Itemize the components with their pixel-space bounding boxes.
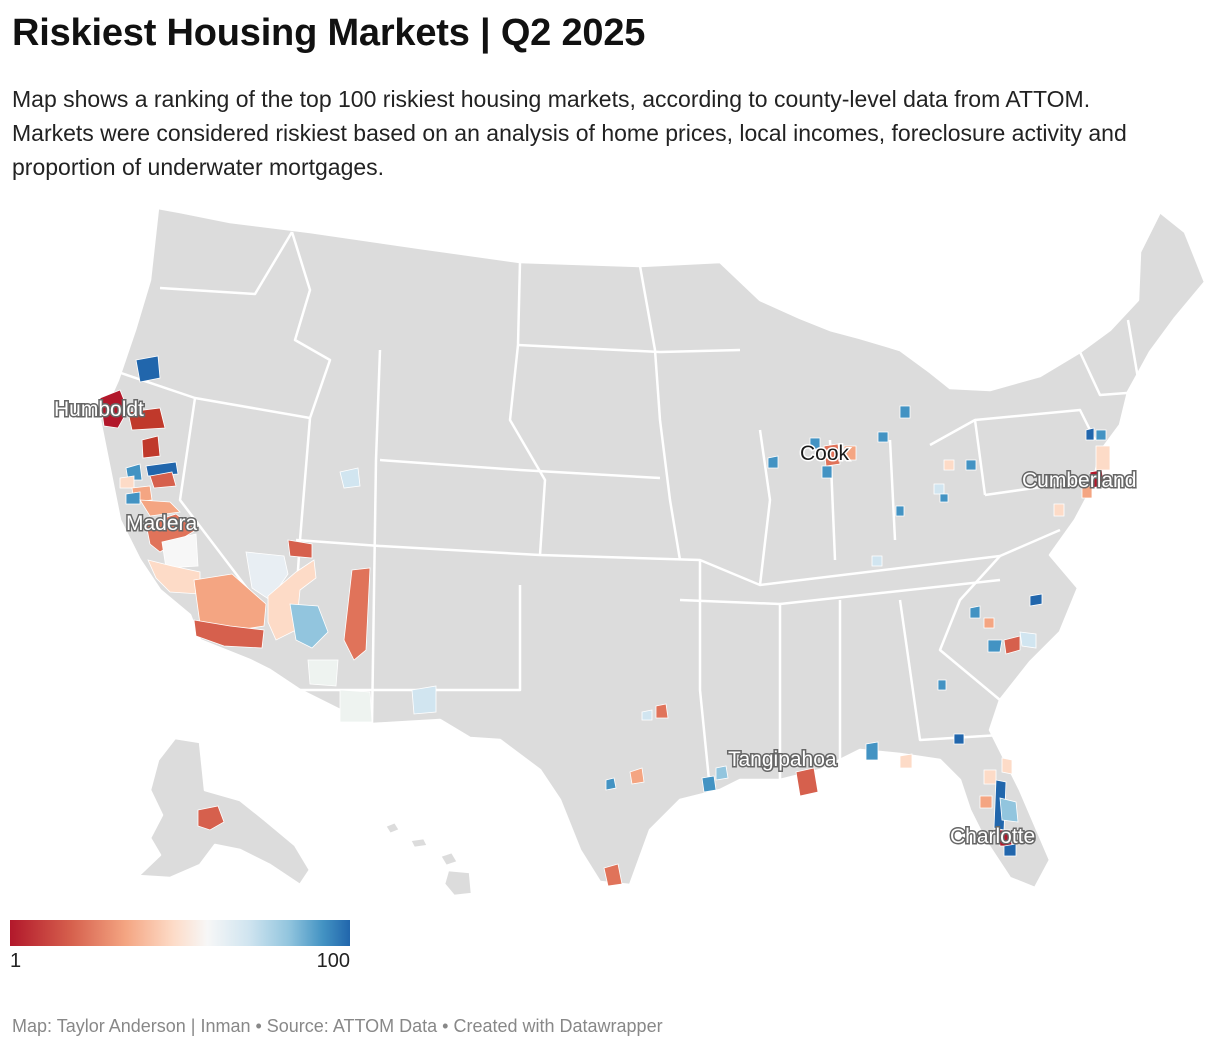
- county-napa: [119, 475, 135, 489]
- county-tx-3: [629, 767, 645, 785]
- legend-gradient: [10, 920, 350, 946]
- label-humboldt: Humboldt: [54, 398, 144, 421]
- hawaii-3: [438, 850, 460, 868]
- county-cook: [823, 443, 841, 467]
- county-eldorado: [149, 471, 177, 489]
- county-mi-1: [899, 405, 911, 419]
- county-tx-4: [605, 777, 617, 791]
- county-fl-3: [999, 797, 1019, 823]
- county-tx-5: [603, 863, 623, 887]
- county-ga-1: [953, 733, 965, 745]
- county-fl-5: [1001, 757, 1013, 775]
- county-ky-1: [871, 555, 883, 567]
- county-nc-2: [969, 605, 981, 619]
- county-yavapai: [289, 603, 329, 649]
- county-fl-1: [983, 769, 997, 785]
- county-mohave: [267, 559, 317, 641]
- county-pinal: [307, 659, 339, 687]
- county-nc-3: [983, 617, 995, 629]
- county-lake: [125, 463, 143, 481]
- county-ms-1: [865, 741, 879, 761]
- county-fl-pan: [899, 753, 913, 769]
- county-sc-1: [987, 639, 1003, 653]
- county-il-2: [821, 465, 833, 479]
- county-mi-2: [877, 431, 889, 443]
- county-oh-4: [939, 493, 949, 503]
- county-il-3: [767, 455, 779, 469]
- us-county-map[interactable]: Humboldt Madera Cook Cumberland Tangipah…: [0, 195, 1220, 905]
- county-fresno: [161, 533, 199, 569]
- label-cumberland: Cumberland: [1022, 469, 1136, 492]
- county-tehama: [141, 435, 161, 459]
- county-washington: [287, 539, 313, 559]
- state-shapes: [98, 206, 1207, 898]
- county-tx-1: [655, 703, 669, 719]
- county-humboldt: [99, 389, 129, 429]
- county-sc-2: [1003, 635, 1021, 655]
- county-trinity: [127, 407, 166, 431]
- chart-subtitle: Map shows a ranking of the top 100 riski…: [12, 86, 1127, 180]
- label-madera: Madera: [126, 512, 198, 535]
- county-cumberland: [1089, 469, 1105, 489]
- county-oh-1: [943, 459, 955, 471]
- county-lassen: [135, 355, 161, 383]
- county-labels: Humboldt Madera Cook Cumberland Tangipah…: [53, 397, 1138, 850]
- county-fl-4: [979, 795, 993, 809]
- county-nj-2: [1085, 427, 1095, 441]
- hawaii-2: [408, 836, 430, 850]
- hawaii-4: [442, 868, 474, 898]
- county-sc-3: [1019, 631, 1037, 649]
- county-valencia: [343, 567, 371, 661]
- legend-max-label: 100: [316, 950, 350, 972]
- county-doñaana: [411, 685, 437, 715]
- hawaii-1: [383, 820, 402, 836]
- color-legend: 1 100: [10, 920, 350, 972]
- county-stanislaus: [125, 491, 141, 505]
- chart-title: Riskiest Housing Markets | Q2 2025: [12, 12, 646, 54]
- highlighted-counties: [99, 355, 1111, 887]
- county-in-1: [843, 445, 857, 461]
- county-tx-2: [641, 709, 653, 721]
- label-tangipahoa: Tangipahoa: [728, 748, 837, 771]
- county-wv-1: [1053, 503, 1065, 517]
- county-utah: [339, 467, 361, 489]
- legend-min-label: 1: [10, 950, 22, 972]
- county-md-1: [1081, 485, 1093, 499]
- county-tx-6: [701, 775, 717, 793]
- contiguous-us: [98, 206, 1207, 890]
- county-nc-1: [1029, 593, 1043, 607]
- county-oh-2: [965, 459, 977, 471]
- county-tangipahoa: [795, 767, 819, 797]
- county-il-1: [809, 437, 821, 451]
- source-credit: Map: Taylor Anderson | Inman • Source: A…: [12, 1016, 663, 1036]
- county-cochise: [339, 689, 373, 723]
- county-merced: [139, 499, 181, 517]
- county-nj-3: [1095, 429, 1107, 441]
- county-nj-1: [1095, 445, 1111, 471]
- county-ga-2: [937, 679, 947, 691]
- county-oh-5: [895, 505, 905, 517]
- county-alaska-matsu: [197, 805, 225, 831]
- label-cook: Cook: [800, 442, 850, 465]
- label-charlotte: Charlotte: [950, 825, 1035, 848]
- alaska: [136, 736, 312, 887]
- county-la-1: [715, 765, 729, 781]
- county-lee: [1003, 843, 1017, 857]
- county-la: [193, 619, 265, 649]
- state-borders: [117, 231, 1142, 791]
- county-oh-3: [933, 483, 945, 495]
